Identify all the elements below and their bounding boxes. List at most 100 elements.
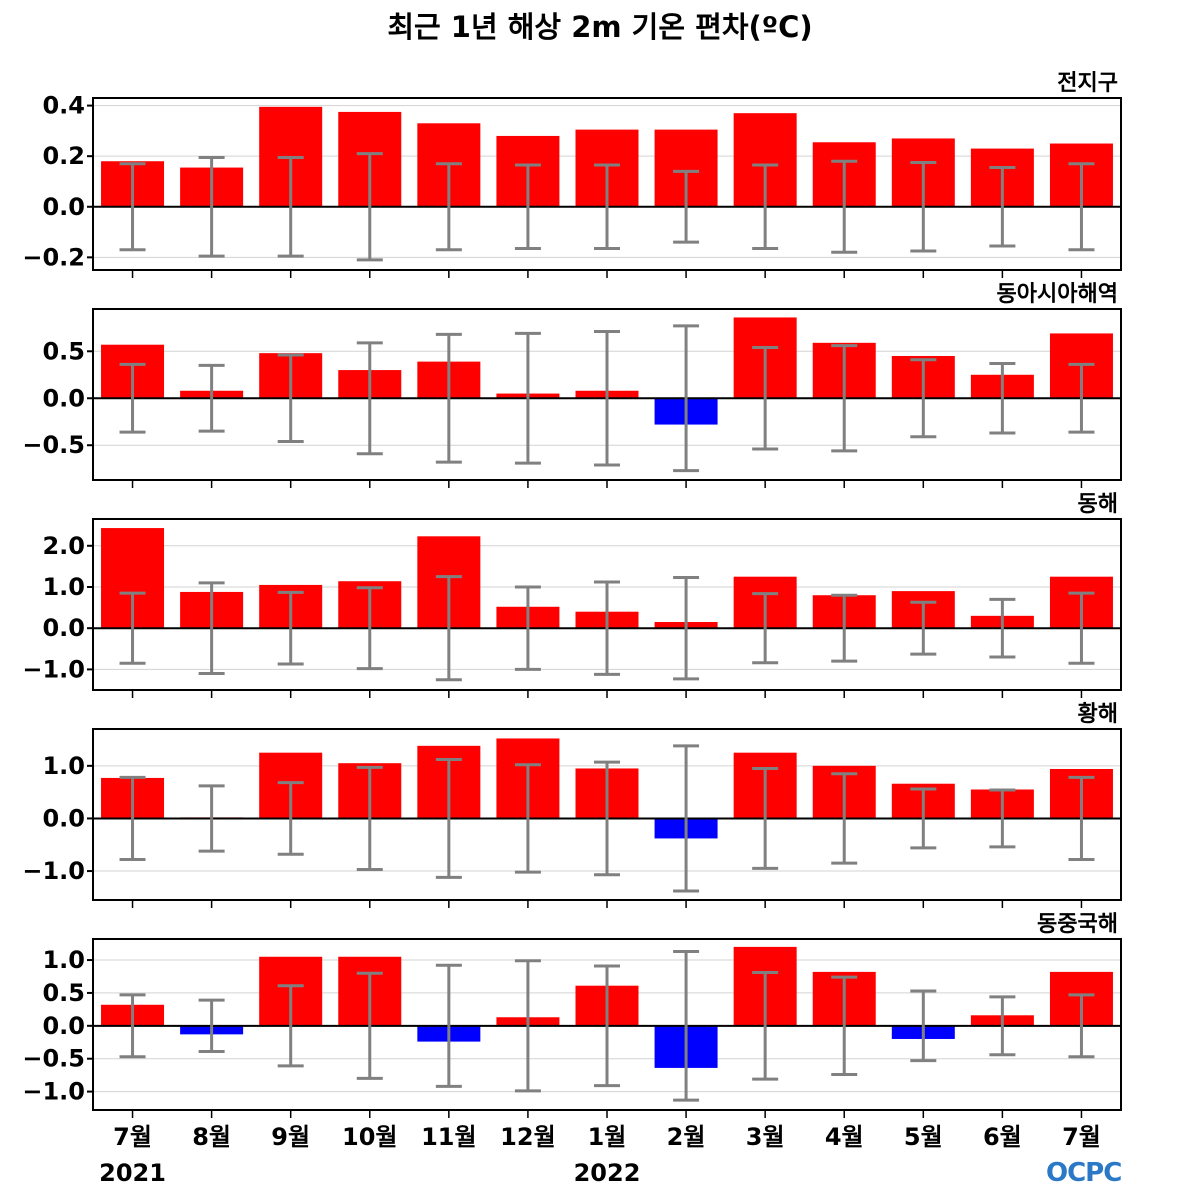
errorbar-6: [514, 763, 541, 874]
errorbar-7: [594, 964, 620, 1088]
errorbar-5: [435, 575, 462, 682]
errorbar-11: [910, 787, 937, 850]
errorbar-4: [356, 971, 383, 1080]
errorbar-2: [198, 998, 225, 1053]
errorbar-3: [277, 984, 304, 1068]
x-tick-label: 12월: [500, 1123, 555, 1151]
x-tick-label: 9월: [271, 1123, 310, 1151]
errorbar-10: [831, 344, 858, 453]
errorbar-3: [277, 590, 304, 666]
errorbar-3: [277, 353, 304, 443]
errorbar-9: [752, 346, 779, 451]
x-tick-label: 1월: [588, 1123, 627, 1151]
y-tick-label: 0.0: [42, 804, 85, 832]
panel-5: −1.0 −0.5 0.0 0.5 1.0 동중국해: [22, 912, 1122, 1118]
y-tick-label: 1.0: [42, 752, 85, 780]
errorbar-11: [910, 600, 937, 656]
panel-2: −0.5 0.0 0.5 동아시아해역: [22, 282, 1122, 488]
panel-3: −1.0 0.0 1.0 2.0 동해: [22, 492, 1122, 698]
errorbar-2: [198, 784, 225, 853]
y-tick-label: 2.0: [42, 532, 85, 560]
errorbar-13: [1068, 993, 1095, 1059]
x-tick-label: 11월: [421, 1123, 476, 1151]
errorbar-7: [594, 330, 620, 467]
errorbar-10: [831, 975, 858, 1076]
errorbar-5: [435, 332, 462, 464]
panel-label: 전지구: [1057, 71, 1118, 96]
x-tick-label: 7월: [1062, 1123, 1101, 1151]
panel-1: −0.2 0.0 0.2 0.4 전지구: [22, 71, 1122, 278]
errorbar-12: [989, 995, 1016, 1057]
y-tick-label: −1.0: [22, 1078, 85, 1106]
y-tick-label: −0.5: [22, 1045, 85, 1073]
x-tick-label: 10월: [342, 1123, 397, 1151]
panel-label: 동아시아해역: [997, 282, 1118, 307]
year-label: 2021: [99, 1159, 166, 1187]
y-tick-label: 0.0: [42, 1012, 85, 1040]
errorbar-11: [910, 161, 937, 253]
ocpc-logo: OCPC: [1046, 1158, 1122, 1188]
errorbar-5: [435, 758, 462, 879]
y-tick-label: 1.0: [42, 573, 85, 601]
y-tick-label: −0.5: [22, 431, 85, 459]
x-tick-label: 8월: [192, 1123, 231, 1151]
errorbar-5: [435, 963, 462, 1088]
panel-label: 동해: [1078, 492, 1118, 517]
y-tick-label: −1.0: [22, 857, 85, 885]
x-tick-label: 5월: [904, 1123, 943, 1151]
errorbar-13: [1068, 775, 1095, 861]
errorbar-9: [752, 592, 779, 665]
year-label: 2022: [574, 1159, 641, 1187]
x-tick-label: 3월: [746, 1123, 785, 1151]
errorbar-2: [198, 363, 225, 433]
errorbar-2: [198, 581, 225, 676]
errorbar-1: [119, 993, 146, 1059]
errorbar-7: [594, 580, 620, 676]
x-tick-label: 6월: [983, 1123, 1022, 1151]
errorbar-11: [910, 989, 937, 1063]
y-tick-label: −0.2: [22, 243, 85, 271]
errorbar-9: [752, 163, 779, 250]
x-tick-label: 7월: [113, 1123, 152, 1151]
errorbar-12: [989, 166, 1016, 248]
errorbar-9: [752, 766, 779, 870]
errorbar-9: [752, 971, 779, 1081]
errorbar-7: [594, 760, 620, 877]
errorbar-7: [594, 163, 620, 250]
errorbar-5: [435, 162, 462, 252]
errorbar-8: [673, 324, 700, 473]
errorbar-10: [831, 772, 858, 865]
panel-label: 황해: [1078, 702, 1118, 727]
errorbar-12: [989, 597, 1016, 659]
y-tick-label: 0.5: [42, 979, 85, 1007]
errorbar-1: [119, 362, 146, 434]
errorbar-8: [673, 169, 700, 244]
errorbar-3: [277, 155, 304, 258]
errorbar-3: [277, 781, 304, 856]
y-tick-label: 0.2: [42, 142, 85, 170]
errorbar-8: [673, 576, 700, 681]
x-tick-label: 2월: [667, 1123, 706, 1151]
errorbar-4: [356, 765, 383, 871]
errorbar-13: [1068, 162, 1095, 252]
errorbar-1: [119, 162, 146, 252]
errorbar-13: [1068, 362, 1095, 434]
errorbar-6: [514, 331, 541, 465]
errorbar-11: [910, 358, 937, 439]
errorbar-4: [356, 586, 383, 671]
errorbar-8: [673, 949, 700, 1102]
panel-4: −1.0 0.0 1.0 황해: [22, 702, 1122, 908]
y-tick-label: 0.0: [42, 193, 85, 221]
errorbar-8: [673, 744, 700, 893]
errorbar-2: [198, 155, 225, 258]
errorbar-4: [356, 152, 383, 262]
errorbar-12: [989, 361, 1016, 435]
y-tick-label: 0.5: [42, 337, 85, 365]
y-tick-label: 0.0: [42, 614, 85, 642]
errorbar-4: [356, 341, 383, 456]
errorbar-12: [989, 788, 1016, 849]
errorbar-1: [119, 591, 146, 665]
errorbar-6: [514, 959, 541, 1093]
x-tick-label: 4월: [825, 1123, 864, 1151]
